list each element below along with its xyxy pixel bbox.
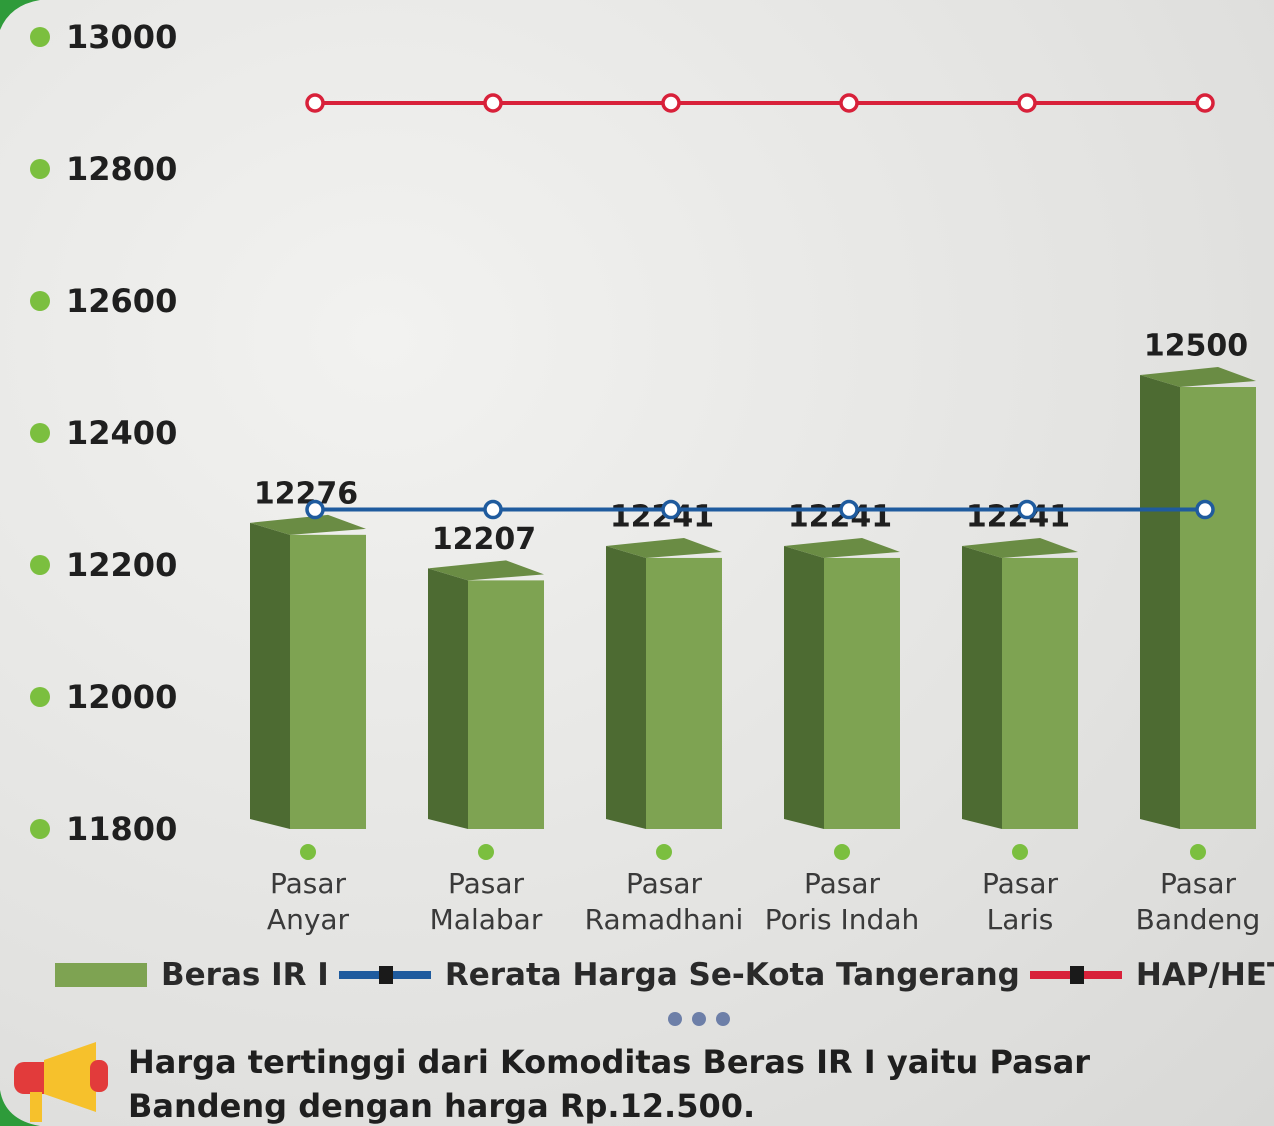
x-tick-label: Pasar Malabar [429, 867, 543, 936]
legend-label: Beras IR I [161, 957, 329, 993]
x-tick-label: Pasar Laris [981, 867, 1059, 936]
bar-top [606, 537, 722, 558]
line-marker [1195, 93, 1215, 113]
legend-label: Rerata Harga Se-Kota Tangerang [444, 957, 1020, 993]
legend-swatch [1029, 966, 1122, 984]
bar [824, 557, 900, 829]
line-marker [661, 499, 681, 520]
y-tick-dot [30, 687, 50, 707]
x-tick-label: Pasar Ramadhani [584, 867, 744, 936]
x-tick-dot [300, 844, 316, 860]
y-tick-dot [30, 291, 50, 311]
y-tick-dot [30, 555, 50, 575]
bar-side [784, 545, 824, 829]
data-label: 12276 [254, 476, 358, 511]
legend-marker [378, 966, 393, 984]
y-tick-dot [30, 159, 50, 179]
line-marker [1195, 499, 1215, 520]
bar-side [606, 545, 646, 829]
x-tick-label: Pasar Anyar [266, 867, 350, 936]
legend-swatch [55, 963, 147, 987]
bar-side [428, 568, 468, 829]
y-tick-dot [30, 423, 50, 443]
line-marker [839, 499, 859, 520]
legend: Beras IR I Rerata Harga Se-Kota Tangerang… [55, 950, 1274, 1000]
data-label: 12500 [1144, 329, 1248, 364]
legend-item: Beras IR I [55, 957, 329, 993]
bar-side [962, 545, 1002, 829]
data-label: 12241 [966, 499, 1070, 534]
line-marker [1017, 93, 1037, 113]
bar-side [1140, 375, 1180, 829]
x-tick-label: Pasar Bandeng [1135, 867, 1261, 936]
bar-top [428, 560, 544, 581]
megaphone-icon [14, 1042, 108, 1122]
bar [468, 580, 544, 829]
bar [290, 534, 366, 829]
bar-top [962, 537, 1078, 558]
bar-top [250, 514, 366, 535]
y-tick-label: 11800 [66, 810, 177, 848]
bar [1002, 557, 1078, 829]
data-label: 12241 [610, 499, 714, 534]
y-tick-label: 12800 [66, 150, 177, 188]
y-tick-label: 12000 [66, 678, 177, 716]
legend-item: HAP/HET [1029, 957, 1274, 993]
y-tick-label: 13000 [66, 18, 177, 56]
x-tick-dot [834, 844, 850, 860]
line-marker [483, 93, 503, 113]
corner-decoration [0, 0, 40, 30]
legend-label: HAP/HET [1135, 957, 1274, 993]
x-tick-dot [656, 844, 672, 860]
line-marker [305, 499, 325, 520]
legend-item: Rerata Harga Se-Kota Tangerang [338, 957, 1020, 993]
y-tick-dot [30, 819, 50, 839]
line-marker [1017, 499, 1037, 520]
bar-side [250, 522, 290, 829]
bar-top [784, 537, 900, 558]
bar [1180, 387, 1256, 829]
line-marker [661, 93, 681, 113]
line-marker [839, 93, 859, 113]
bar-top [1140, 367, 1256, 387]
corner-decoration [0, 1090, 40, 1126]
data-label: 12207 [432, 522, 536, 557]
x-tick-dot [1190, 844, 1206, 860]
line-marker [305, 93, 325, 113]
y-tick-label: 12600 [66, 282, 177, 320]
y-tick-dot [30, 27, 50, 47]
y-tick-label: 12400 [66, 414, 177, 452]
more-dots [668, 1012, 730, 1026]
line-marker [483, 499, 503, 520]
data-label: 12241 [788, 499, 892, 534]
x-tick-dot [1012, 844, 1028, 860]
x-tick-label: Pasar Poris Indah [764, 867, 920, 936]
x-tick-dot [478, 844, 494, 860]
legend-marker [1069, 966, 1084, 984]
bar [646, 557, 722, 829]
y-tick-label: 12200 [66, 546, 177, 584]
annotation: Harga tertinggi dari Komoditas Beras IR … [128, 1043, 1091, 1125]
legend-swatch [338, 966, 431, 984]
